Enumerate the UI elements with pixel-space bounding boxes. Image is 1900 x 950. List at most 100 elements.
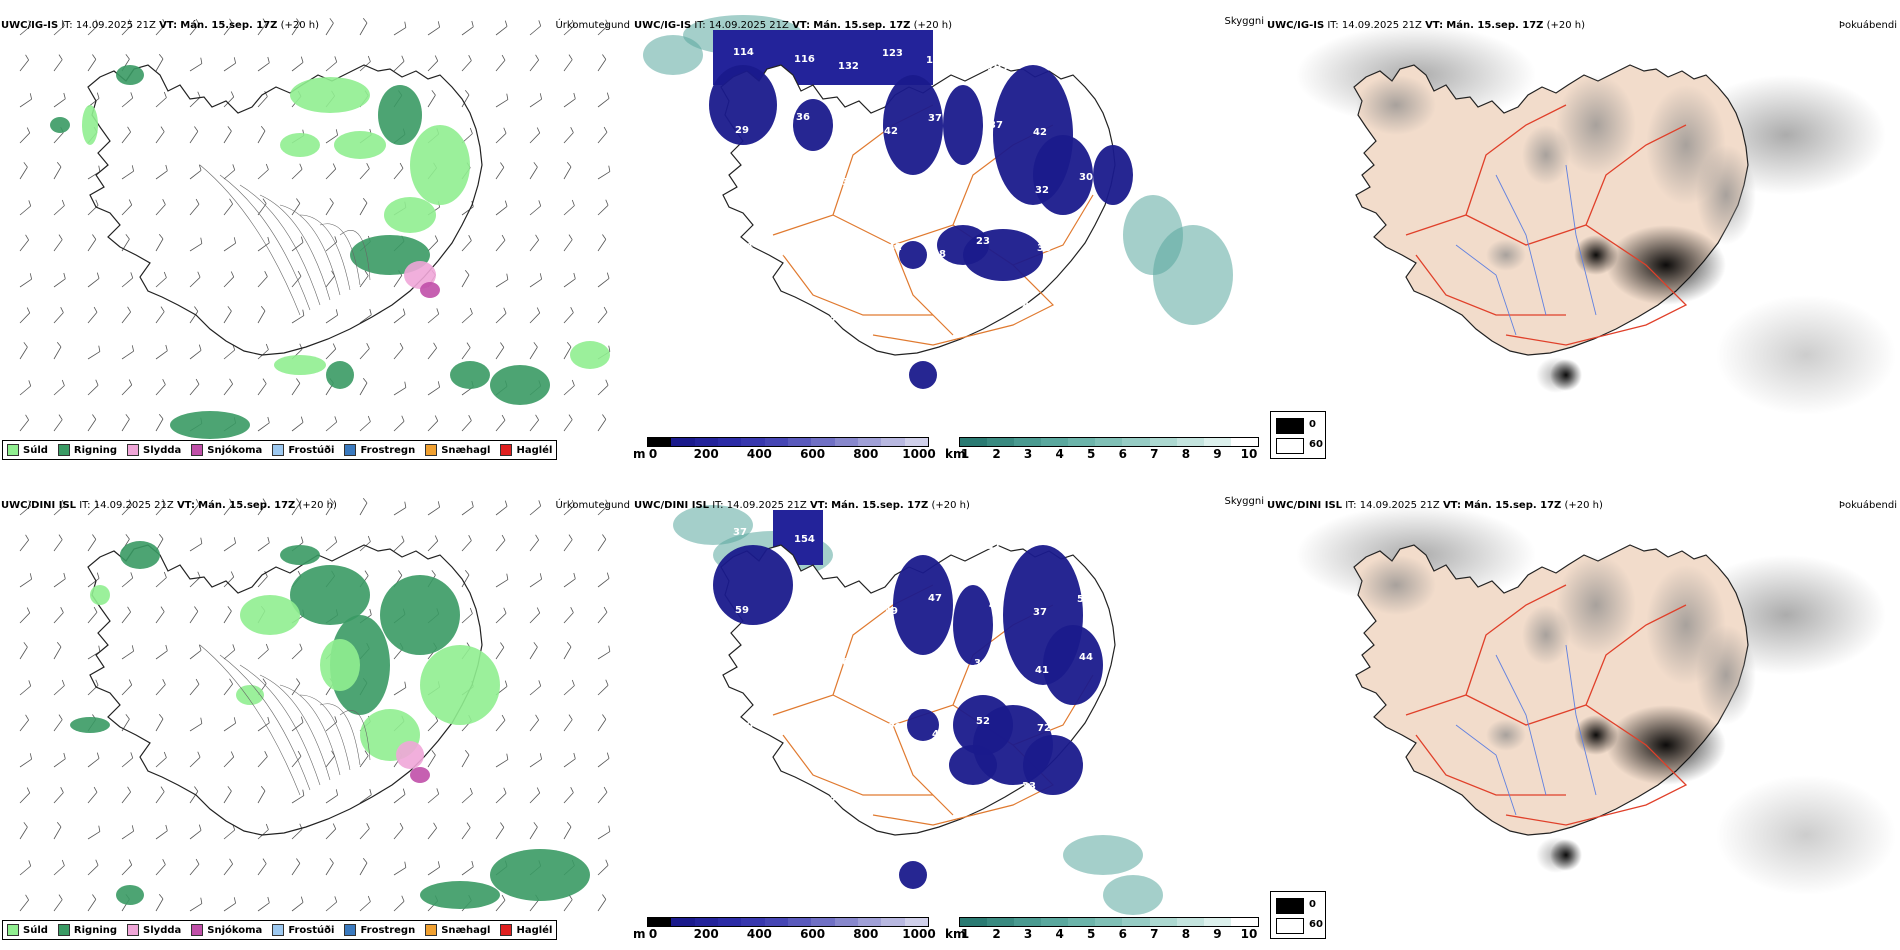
wind-barb (223, 169, 235, 180)
wind-barb (87, 312, 98, 324)
wind-barb-flag (571, 199, 575, 206)
wind-barb (257, 169, 269, 180)
ceiling-label: 41 (1035, 665, 1049, 676)
wind-barb-flag (398, 570, 403, 576)
fog-cell (1522, 125, 1570, 185)
wind-barb (53, 385, 65, 396)
wind-barb-flag (367, 535, 371, 542)
wind-barb (563, 792, 574, 804)
wind-barb (223, 756, 235, 768)
fog-legend: 0 60 (1270, 891, 1326, 939)
wind-barb-flag (158, 713, 164, 720)
vt-label: VT: (1442, 500, 1461, 511)
colorbar-segment (811, 438, 835, 446)
wind-barb (87, 384, 99, 396)
wind-barb-flag (606, 752, 610, 759)
precip-legend: Súld Rigning Slydda Snjókoma Frostúði Frostre… (2, 920, 558, 940)
colorbar-tick: 9 (1213, 447, 1222, 461)
wind-barb-flag (56, 641, 62, 648)
ceiling-cell (883, 75, 943, 175)
wind-barb (529, 98, 542, 108)
wind-barb-flag (61, 199, 65, 206)
wind-barb-flag (536, 787, 541, 794)
legend-label: Haglél (516, 924, 553, 936)
wind-barb-flag (605, 679, 609, 686)
legend-swatch (344, 444, 357, 456)
wind-barb-flag (163, 91, 167, 98)
legend-swatch (7, 924, 19, 936)
wind-barb (325, 794, 338, 804)
colorbar-tick: 5 (1087, 447, 1096, 461)
wind-barb (563, 719, 573, 732)
wind-barb-flag (265, 343, 269, 350)
wind-barb (461, 540, 472, 552)
wind-barb (359, 755, 369, 768)
wind-barb (291, 683, 301, 696)
wind-barb (291, 863, 301, 876)
precip-cell (420, 881, 500, 909)
wind-barb (19, 205, 31, 216)
river-line (339, 230, 371, 281)
wind-barb-flag (501, 894, 506, 901)
wind-barb-flag (158, 233, 164, 240)
wind-barb (19, 865, 31, 876)
wind-barb-flag (436, 788, 440, 795)
wind-barb (223, 242, 236, 252)
wind-barb (393, 27, 407, 36)
road-line (782, 734, 933, 796)
legend-swatch (57, 924, 70, 936)
wind-barb-flag (96, 92, 100, 99)
wind-barb-flag (262, 198, 267, 204)
wind-barb (529, 59, 539, 72)
model-name: UWC/IG-IS (1267, 20, 1325, 31)
precip-cell (490, 365, 550, 405)
wind-barb (597, 864, 609, 876)
wind-barb-flag (501, 414, 506, 421)
wind-barb (87, 612, 98, 624)
wind-barb (53, 419, 63, 432)
wind-barb-flag (500, 162, 505, 168)
ceiling-label: 73 (741, 779, 755, 790)
wind-barb (563, 758, 576, 768)
wind-barb-flag (158, 893, 164, 900)
wind-barb-flag (56, 161, 62, 168)
ceiling-label: 42 (974, 178, 988, 189)
wind-barb (597, 612, 608, 624)
wind-barb (529, 758, 542, 768)
wind-barb-flag (401, 415, 405, 422)
wind-barb-flag (434, 55, 439, 62)
colorbar-tick: 0 (648, 927, 658, 941)
wind-barb-flag (25, 414, 29, 421)
wind-barb (19, 685, 31, 696)
it-time: 14.09.2025 21Z (93, 500, 174, 511)
wind-barb (563, 505, 575, 516)
fog-legend-label: 0 (1309, 899, 1316, 910)
colorbar-segment (1068, 918, 1096, 926)
wind-barb (461, 60, 472, 72)
colorbar-tick: 9 (1213, 927, 1222, 941)
wind-barb-flag (300, 416, 304, 423)
wind-barb (393, 828, 404, 840)
wind-barb-flag (332, 823, 337, 830)
ceiling-label: 30 (1079, 172, 1093, 183)
wind-barb-flag (229, 198, 233, 205)
wind-barb (529, 239, 539, 252)
fog-panel-row1: UWC/IG-IS IT: 14.09.2025 21Z VT: Mán. 15… (1266, 15, 1900, 463)
ceiling-label: 52 (976, 716, 990, 727)
wind-barb-flag (334, 716, 338, 723)
wind-barb (189, 576, 201, 588)
wind-barb-flag (605, 19, 609, 26)
wind-barb (53, 25, 65, 36)
wind-barb (597, 419, 607, 432)
wind-barb (529, 132, 541, 144)
legend-swatch (500, 924, 513, 936)
wind-barb-flag (332, 163, 337, 170)
wind-barb-flag (566, 641, 572, 648)
dense-fog (1574, 235, 1618, 275)
wind-barb-flag (399, 162, 404, 169)
wind-barb (19, 25, 31, 36)
wind-barb-flag (195, 498, 200, 505)
wind-barb (495, 579, 509, 588)
ceiling-cell (793, 99, 833, 151)
wind-barb (563, 132, 574, 144)
